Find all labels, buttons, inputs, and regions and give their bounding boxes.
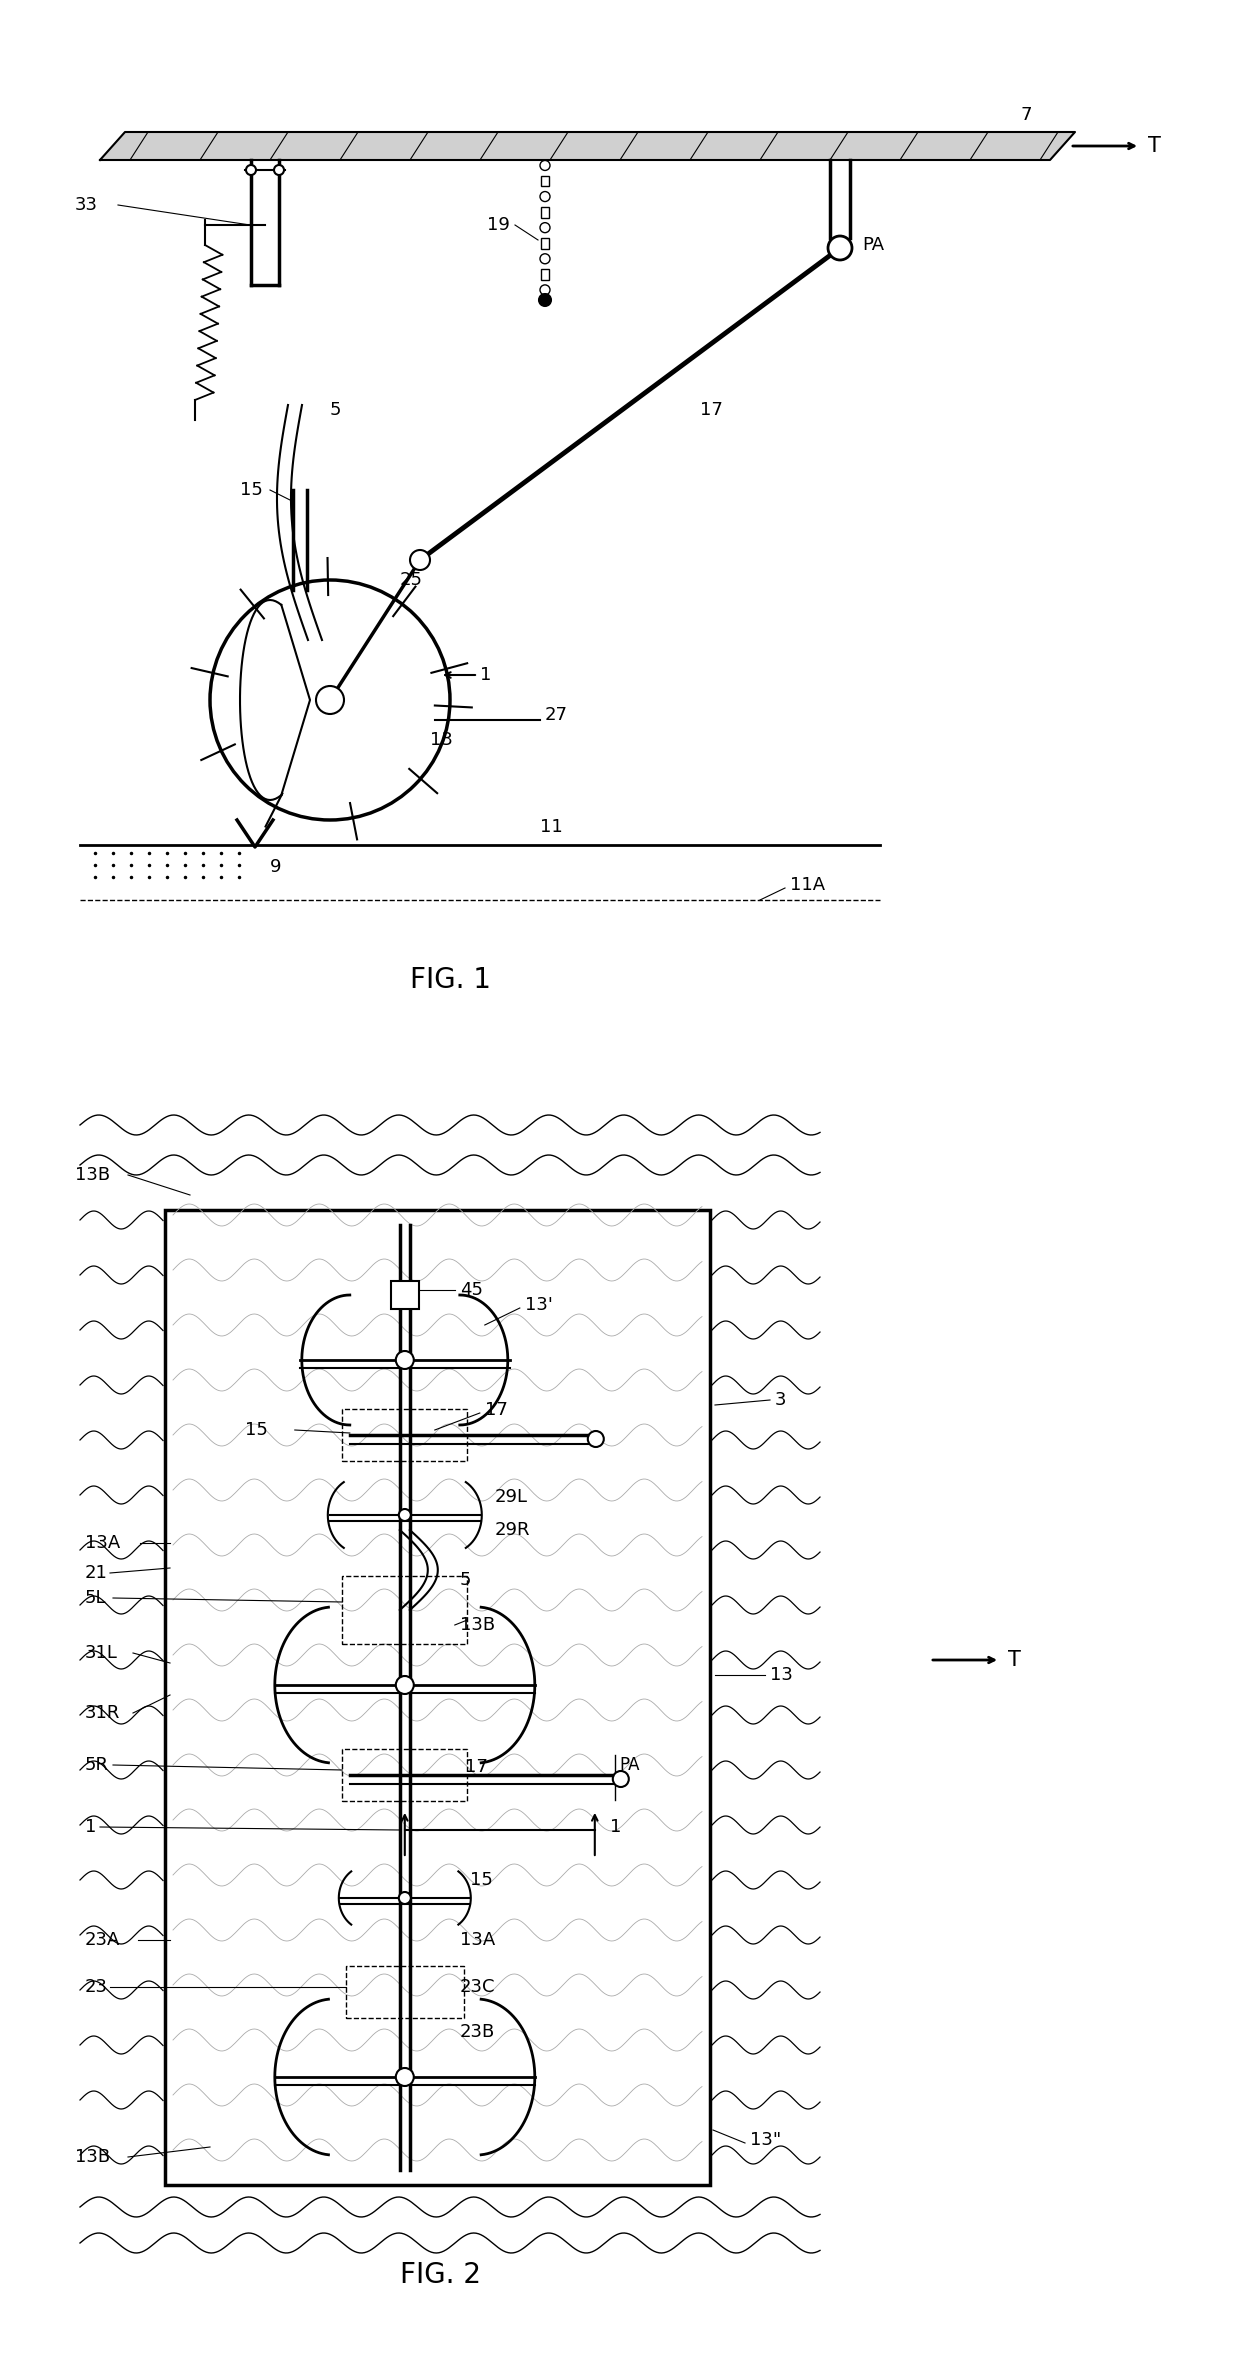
Circle shape [210,581,450,819]
Text: 31R: 31R [86,1704,120,1723]
Text: 27: 27 [546,706,568,725]
Text: 5L: 5L [86,1588,107,1607]
Text: 13B: 13B [74,1166,110,1185]
Text: 15: 15 [470,1871,492,1888]
Text: 15: 15 [241,481,263,498]
Text: 13A: 13A [86,1534,120,1553]
Text: 45: 45 [460,1281,482,1298]
Circle shape [399,1508,410,1520]
Bar [342,1749,467,1801]
Text: 1: 1 [86,1817,97,1836]
Text: 5: 5 [330,401,341,420]
Text: 17: 17 [485,1402,507,1418]
Text: FIG. 2: FIG. 2 [399,2261,481,2289]
Text: 7: 7 [1021,106,1032,125]
Bar [541,175,549,186]
Text: 13B: 13B [74,2148,110,2166]
Bar [342,1576,467,1645]
Text: 13": 13" [750,2131,781,2150]
Bar [541,269,549,281]
Circle shape [828,236,852,260]
Text: 17: 17 [701,401,723,420]
Circle shape [274,165,284,175]
Text: 13B: 13B [460,1617,495,1633]
Text: T: T [1148,137,1161,156]
Text: 31L: 31L [86,1645,118,1661]
Text: 29R: 29R [495,1520,531,1539]
Text: PA: PA [620,1756,640,1775]
Text: 13A: 13A [460,1930,495,1949]
Text: 9: 9 [270,859,281,876]
Text: 5R: 5R [86,1756,109,1775]
Bar [165,1211,711,2185]
Bar [391,1281,419,1310]
Circle shape [396,1676,414,1694]
Circle shape [396,1350,414,1369]
Text: 17: 17 [465,1758,487,1777]
Circle shape [588,1430,604,1447]
Text: 13: 13 [770,1666,792,1685]
Circle shape [399,1893,410,1905]
Circle shape [539,295,551,307]
Text: 13: 13 [430,732,453,748]
Text: 13': 13' [525,1296,553,1315]
Text: FIG. 1: FIG. 1 [409,965,491,994]
Text: 1: 1 [480,666,491,684]
Bar [541,208,549,217]
Polygon shape [100,132,1075,160]
Bar [342,1409,467,1461]
Text: 33: 33 [74,196,98,215]
Circle shape [316,687,343,715]
Text: 29L: 29L [495,1489,528,1506]
Text: 19: 19 [487,217,510,234]
Text: 15: 15 [244,1421,268,1440]
Bar [541,238,549,248]
Text: 11A: 11A [790,876,825,894]
Text: 1: 1 [610,1817,621,1836]
Text: 23B: 23B [460,2023,495,2041]
Text: 23: 23 [86,1978,108,1997]
Text: PA: PA [862,236,884,255]
Text: 25: 25 [401,571,423,590]
Text: 23C: 23C [460,1978,495,1997]
Text: 23A: 23A [86,1930,120,1949]
Circle shape [246,165,255,175]
Text: 3: 3 [775,1390,786,1409]
Circle shape [613,1770,629,1787]
Circle shape [410,550,430,571]
Text: 21: 21 [86,1565,108,1581]
Bar [346,1966,464,2018]
Text: 5: 5 [460,1572,471,1588]
Text: 11: 11 [539,819,563,835]
Text: T: T [1008,1650,1021,1671]
Circle shape [396,2067,414,2086]
